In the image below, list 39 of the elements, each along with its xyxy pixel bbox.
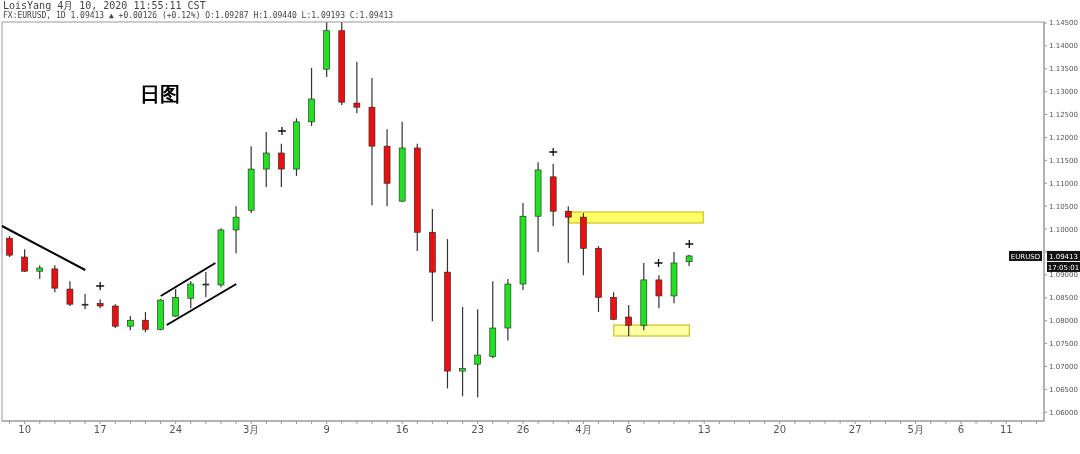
candlestick — [278, 143, 285, 188]
candlestick — [474, 308, 481, 398]
x-tick-label: 11 — [999, 424, 1013, 436]
x-tick-label: 9 — [323, 424, 330, 436]
candlestick — [66, 280, 74, 307]
candlestick — [81, 293, 89, 310]
x-tick-label: 20 — [773, 424, 787, 436]
x-tick-label: 6 — [625, 424, 632, 436]
candlestick — [262, 131, 270, 188]
candlestick — [6, 235, 13, 258]
x-tick-label: 24 — [169, 424, 183, 436]
candlestick — [172, 288, 179, 318]
text: 日图 — [140, 82, 180, 106]
x-tick-label: 3月 — [242, 424, 260, 436]
candlestick — [51, 264, 59, 293]
x-tick-label: 17 — [93, 424, 107, 436]
candlestick — [610, 291, 617, 321]
candlestick — [232, 205, 240, 254]
candlestick — [564, 205, 572, 264]
text: FX:EURUSD, 1D 1.09413 ▲ +0.00126 (+0.12%) O:1.09287 H:1.09440 L:1.09193 C:1.09413 — [3, 11, 394, 20]
x-tick-label: 5月 — [907, 424, 924, 436]
candlestick — [655, 274, 663, 309]
candlestick — [202, 271, 210, 298]
candlestick — [308, 67, 315, 127]
candlestick — [111, 303, 119, 329]
candlestick — [459, 306, 466, 397]
x-tick-label: 26 — [516, 424, 530, 436]
x-tick-label: 6 — [957, 424, 965, 436]
candlestick — [187, 280, 195, 309]
x-tick-label: 13 — [697, 424, 711, 436]
x-tick-label: 10 — [18, 424, 32, 436]
candlestick — [625, 304, 632, 337]
x-tick-label: 4月 — [575, 424, 592, 436]
x-tick-label: 16 — [395, 424, 409, 436]
x-tick-label: 27 — [848, 424, 862, 436]
x-tick-label: 23 — [471, 424, 485, 436]
candlestick — [142, 311, 149, 333]
candlestick — [353, 61, 361, 114]
candlestick — [96, 298, 104, 309]
